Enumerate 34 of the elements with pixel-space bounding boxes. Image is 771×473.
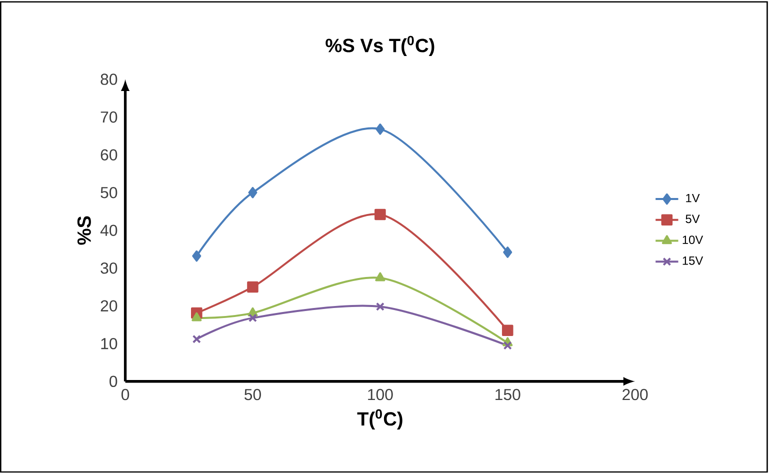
y-tick-label: 0: [110, 376, 118, 388]
y-tick-label: 80: [100, 74, 118, 86]
x-tick-label: 100: [368, 389, 393, 400]
x-tick-label: 200: [622, 389, 648, 400]
y-tick-label: 10: [101, 338, 118, 350]
point: [376, 124, 385, 135]
y-tick-label: 60: [100, 149, 118, 161]
point: [374, 209, 386, 220]
point: [502, 324, 514, 336]
y-tick-label: 70: [100, 112, 118, 123]
point: [192, 250, 202, 262]
legend-label: 5V: [686, 214, 700, 224]
legend-label: 1V: [686, 194, 700, 202]
x-axis-title: T($^{0}$C): [357, 409, 402, 430]
y-tick-label: 40: [100, 224, 118, 236]
y-tick-label: 30: [100, 262, 118, 274]
x-tick-label: 0: [121, 389, 130, 400]
point: [247, 282, 258, 293]
y-tick-label: 20: [100, 300, 118, 312]
y-axis-title: %S: [77, 216, 91, 245]
point: [376, 302, 384, 312]
chart-title: %S Vs T($^{0}$C): [326, 36, 434, 56]
point: [375, 272, 386, 282]
point: [192, 312, 202, 322]
x-tick-label: 50: [244, 389, 261, 400]
point: [503, 246, 512, 258]
legend-label: 15V: [682, 256, 704, 266]
y-tick-label: 50: [100, 187, 118, 198]
legend-label: 10V: [682, 236, 704, 244]
point: [248, 314, 258, 322]
point: [503, 341, 512, 350]
point: [192, 334, 201, 344]
point: [248, 187, 258, 198]
x-tick-label: 150: [496, 389, 520, 400]
